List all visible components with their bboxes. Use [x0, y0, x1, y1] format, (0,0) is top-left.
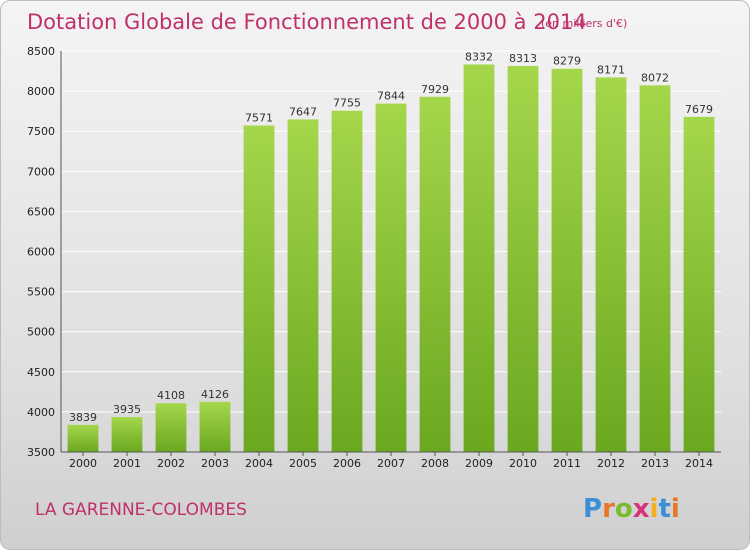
x-tick-label: 2010 — [509, 457, 537, 470]
x-tick-label: 2013 — [641, 457, 669, 470]
logo-letter: o — [615, 494, 633, 524]
x-tick-label: 2000 — [69, 457, 97, 470]
bar-value-label: 7571 — [245, 112, 273, 125]
x-tick-label: 2011 — [553, 457, 581, 470]
bar-value-label: 8313 — [509, 52, 537, 65]
x-tick-label: 2003 — [201, 457, 229, 470]
x-tick-label: 2004 — [245, 457, 273, 470]
axes: 3500 4000 4500 5000 5500 6000 6500 7000 7500 8000… — [27, 45, 721, 470]
bar-value-label: 7929 — [421, 83, 449, 96]
bar — [375, 103, 407, 452]
y-tick-label: 6000 — [27, 246, 55, 259]
logo-letter: r — [602, 494, 615, 524]
bar-value-label: 7755 — [333, 97, 361, 110]
y-tick-label: 3500 — [27, 446, 55, 459]
bar — [243, 125, 275, 452]
bar — [155, 403, 187, 452]
x-tick-label: 2008 — [421, 457, 449, 470]
bar-value-label: 4108 — [157, 389, 185, 402]
bar — [463, 64, 495, 452]
y-tick-label: 4500 — [27, 366, 55, 379]
logo-letter: i — [650, 494, 659, 524]
bar — [551, 68, 583, 453]
bar — [639, 85, 671, 453]
bar-value-label: 7647 — [289, 105, 317, 118]
bar-value-label: 8279 — [553, 55, 581, 68]
bar — [111, 417, 143, 452]
bar — [287, 119, 319, 453]
logo-letter: x — [633, 494, 650, 524]
y-tick-label: 5500 — [27, 286, 55, 299]
y-tick-label: 8000 — [27, 85, 55, 98]
bar-value-label: 3839 — [69, 411, 97, 424]
bar-value-label: 8171 — [597, 63, 625, 76]
x-tick-label: 2009 — [465, 457, 493, 470]
bar-value-label: 7679 — [685, 103, 713, 116]
chart-subtitle: (en milliers d'€) — [541, 17, 627, 30]
y-tick-label: 8500 — [27, 45, 55, 58]
bar — [199, 401, 231, 452]
x-tick-label: 2007 — [377, 457, 405, 470]
x-tick-label: 2001 — [113, 457, 141, 470]
bar-value-label: 8332 — [465, 50, 493, 63]
bar — [507, 65, 539, 452]
chart-title: Dotation Globale de Fonctionnement de 20… — [27, 10, 587, 34]
bar-value-label: 4126 — [201, 388, 229, 401]
x-tick-label: 2014 — [685, 457, 713, 470]
x-tick-label: 2012 — [597, 457, 625, 470]
logo-letter: t — [658, 494, 670, 524]
logo-letter: i — [671, 494, 680, 524]
y-tick-label: 4000 — [27, 406, 55, 419]
logo-letter: P — [583, 494, 602, 524]
bar — [331, 110, 363, 453]
x-tick-label: 2002 — [157, 457, 185, 470]
x-tick-label: 2005 — [289, 457, 317, 470]
bar — [595, 77, 627, 452]
bar-value-label: 3935 — [113, 403, 141, 416]
commune-name: LA GARENNE-COLOMBES — [35, 500, 247, 520]
y-tick-label: 7500 — [27, 125, 55, 138]
x-tick-label: 2006 — [333, 457, 361, 470]
y-tick-label: 5000 — [27, 326, 55, 339]
y-tick-label: 6500 — [27, 205, 55, 218]
y-tick-label: 7000 — [27, 165, 55, 178]
bars: 3839 3935 4108 4126 7571 7647 7755 7844 7929 8332… — [67, 50, 715, 453]
bar — [419, 96, 451, 453]
bar — [683, 116, 715, 452]
bar-value-label: 8072 — [641, 71, 669, 84]
bar — [67, 424, 99, 452]
proxiti-logo: Proxiti — [583, 494, 680, 524]
bar-value-label: 7844 — [377, 90, 405, 103]
